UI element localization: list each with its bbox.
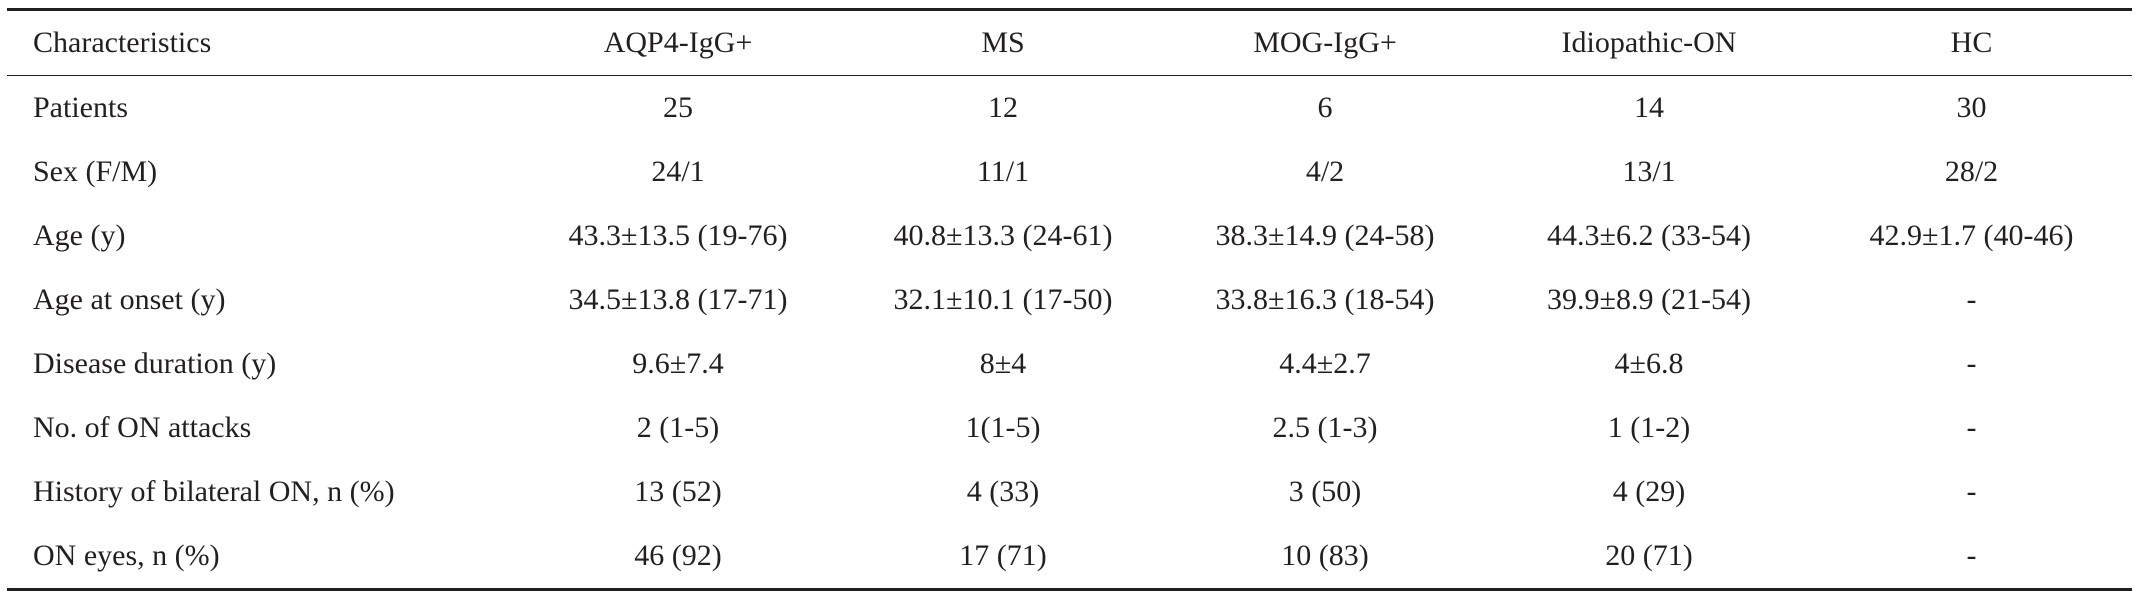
row-label: Sex (F/M) (33, 155, 158, 188)
table-cell: 2 (1-5) (636, 411, 720, 444)
table-cell: 44.3±6.2 (33-54) (1547, 219, 1751, 252)
table-cell: - (1966, 539, 1977, 572)
table-cell: 43.3±13.5 (19-76) (568, 219, 788, 252)
table-cell: 4±6.8 (1614, 347, 1684, 380)
row-label: Age (y) (33, 219, 126, 252)
table-cell: 6 (1317, 91, 1333, 124)
row-label: History of bilateral ON, n (%) (33, 475, 395, 508)
table-cell: 3 (50) (1288, 475, 1362, 508)
table-cell: 40.8±13.3 (24-61) (893, 219, 1113, 252)
table-cell: 4 (33) (966, 475, 1040, 508)
header-cell: Characteristics (33, 26, 212, 59)
header-cell: HC (1950, 26, 1993, 59)
table-cell: 24/1 (651, 155, 705, 188)
header-row: Characteristics AQP4-IgG+ MS MOG-IgG+ Idiopa… (7, 9, 2132, 76)
table-cell: 10 (83) (1281, 539, 1369, 572)
table-row: ON eyes, n (%) 46 (92) 17 (71) 10 (83) 20 (7… (7, 524, 2132, 590)
table-cell: - (1966, 475, 1977, 508)
table-header: Characteristics AQP4-IgG+ MS MOG-IgG+ Idiopa… (7, 9, 2132, 76)
table-cell: 20 (71) (1605, 539, 1693, 572)
table-cell: 2.5 (1-3) (1272, 411, 1378, 444)
table-cell: 4 (29) (1612, 475, 1686, 508)
table-cell: 1(1-5) (965, 411, 1041, 444)
table-cell: 4/2 (1305, 155, 1345, 188)
table-cell: 4.4±2.7 (1279, 347, 1371, 380)
header-cell: AQP4-IgG+ (603, 26, 753, 59)
table-row: Sex (F/M) 24/1 11/1 4/2 13/1 28/2 (7, 140, 2132, 204)
table-cell: 25 (663, 91, 693, 124)
table-cell: 9.6±7.4 (632, 347, 724, 380)
table-cell: 42.9±1.7 (40-46) (1869, 219, 2074, 252)
row-label: No. of ON attacks (33, 411, 252, 444)
table-cell: 33.8±16.3 (18-54) (1215, 283, 1435, 316)
table-cell: 46 (92) (634, 539, 722, 572)
header-cell: Idiopathic-ON (1561, 26, 1737, 59)
table-cell: 13/1 (1622, 155, 1676, 188)
row-label: Age at onset (y) (33, 283, 226, 316)
table-cell: 38.3±14.9 (24-58) (1215, 219, 1435, 252)
table-cell: 34.5±13.8 (17-71) (568, 283, 788, 316)
table-row: Age at onset (y) 34.5±13.8 (17-71) 32.1±10… (7, 268, 2132, 332)
table-cell: 13 (52) (634, 475, 722, 508)
table-body: Patients 25 12 6 14 30 Sex (F/M) 24/1 11/1 4/2 13/… (7, 76, 2132, 590)
header-cell: MOG-IgG+ (1253, 26, 1397, 59)
table-cell: 12 (988, 91, 1018, 124)
table-cell: 30 (1956, 91, 1987, 124)
table-row: No. of ON attacks 2 (1-5) 1(1-5) 2.5 (1-3) 1… (7, 396, 2132, 460)
table-cell: 14 (1634, 91, 1664, 124)
header-cell: MS (981, 26, 1025, 59)
row-label: Patients (33, 91, 128, 124)
table-cell: 1 (1-2) (1607, 411, 1691, 444)
characteristics-table: Characteristics AQP4-IgG+ MS MOG-IgG+ Idiopa… (7, 8, 2132, 591)
table-cell: - (1966, 411, 1977, 444)
table-cell: - (1966, 347, 1977, 380)
table-cell: 17 (71) (959, 539, 1047, 572)
table-row: Disease duration (y) 9.6±7.4 8±4 4.4±2.7 4±6… (7, 332, 2132, 396)
row-label: Disease duration (y) (33, 347, 277, 380)
table-cell: 11/1 (976, 155, 1030, 188)
table-cell: 28/2 (1944, 155, 1999, 188)
row-label: ON eyes, n (%) (33, 539, 220, 572)
table-row: Patients 25 12 6 14 30 (7, 76, 2132, 141)
table-cell: 32.1±10.1 (17-50) (893, 283, 1113, 316)
table-row: Age (y) 43.3±13.5 (19-76) 40.8±13.3 (24-61… (7, 204, 2132, 268)
table-cell: 8±4 (979, 347, 1027, 380)
table-cell: - (1966, 283, 1977, 316)
table-row: History of bilateral ON, n (%) 13 (52) 4 (… (7, 460, 2132, 524)
table-cell: 39.9±8.9 (21-54) (1547, 283, 1751, 316)
